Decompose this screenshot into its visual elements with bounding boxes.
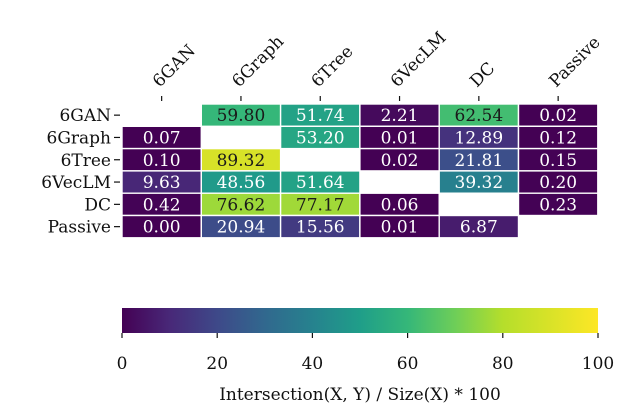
cell-value-label: 51.64 (296, 173, 345, 193)
row-label-passive: Passive (48, 218, 111, 238)
cell-value-label: 0.07 (143, 128, 181, 148)
heatmap-cell (517, 192, 599, 217)
cell-value-label: 0.01 (381, 128, 419, 148)
colorbar-tick-label: 0 (117, 354, 128, 374)
row-label-6veclm: 6VecLM (41, 173, 111, 193)
colorbar: 0 20 40 60 80 100 Intersection(X, Y) / Size(X… (117, 308, 614, 405)
column-label-6tree: 6Tree (308, 42, 358, 92)
cell-value-label: 0.23 (539, 195, 577, 215)
cell-value-label: 59.80 (217, 106, 266, 126)
row-label-6gan: 6GAN (59, 106, 111, 126)
cell-value-label: 12.89 (455, 128, 504, 148)
row-label-dc: DC (84, 195, 111, 215)
column-label-6gan: 6GAN (149, 41, 200, 92)
cell-value-label: 6.87 (460, 218, 498, 238)
cell-value-label: 0.00 (143, 218, 181, 238)
cell-value-label: 0.02 (539, 106, 577, 126)
cell-value-label: 0.06 (381, 195, 419, 215)
cell-value-label: 0.01 (381, 218, 419, 238)
cell-value-label: 9.63 (143, 173, 181, 193)
cell-value-label: 62.54 (455, 106, 504, 126)
cell-value-label: 53.20 (296, 128, 345, 148)
heatmap-cells: 59.80 51.74 2.21 62.54 0.02 0.07 53.20 0.01 12.8… (121, 103, 599, 239)
cell-value-label: 15.56 (296, 218, 345, 238)
cell-value-label: 20.94 (217, 218, 266, 238)
cell-value-label: 0.20 (539, 173, 577, 193)
colorbar-gradient (122, 308, 598, 333)
cell-value-label: 2.21 (381, 106, 419, 126)
cell-value-label: 0.10 (143, 151, 181, 171)
cell-value-label: 0.42 (143, 195, 181, 215)
cell-value-label: 21.81 (455, 151, 504, 171)
colorbar-tick-label: 40 (302, 354, 324, 374)
colorbar-ticks: 0 20 40 60 80 100 (117, 333, 614, 374)
colorbar-tick-label: 20 (206, 354, 228, 374)
colorbar-tick-label: 80 (492, 354, 514, 374)
colorbar-label: Intersection(X, Y) / Size(X) * 100 (219, 385, 501, 405)
cell-value-label: 48.56 (217, 173, 266, 193)
column-label-dc: DC (466, 59, 499, 92)
column-label-6veclm: 6VecLM (387, 28, 451, 92)
row-label-6tree: 6Tree (61, 151, 111, 171)
cell-value-label: 0.02 (381, 151, 419, 171)
cell-value-label: 76.62 (217, 195, 266, 215)
column-label-6graph: 6Graph (228, 32, 288, 92)
column-labels: 6GAN 6Graph 6Tree 6VecLM DC Passive (149, 28, 604, 101)
cell-value-label: 0.15 (539, 151, 577, 171)
cell-value-label: 89.32 (217, 151, 266, 171)
cell-value-label: 51.74 (296, 106, 345, 126)
cell-value-label: 39.32 (455, 173, 504, 193)
colorbar-tick-label: 60 (397, 354, 419, 374)
heatmap-cell (438, 214, 520, 239)
row-label-6graph: 6Graph (47, 128, 112, 148)
cell-value-label: 77.17 (296, 195, 345, 215)
colorbar-tick-label: 100 (582, 354, 614, 374)
cell-value-label: 0.12 (539, 128, 577, 148)
column-label-passive: Passive (546, 33, 605, 92)
